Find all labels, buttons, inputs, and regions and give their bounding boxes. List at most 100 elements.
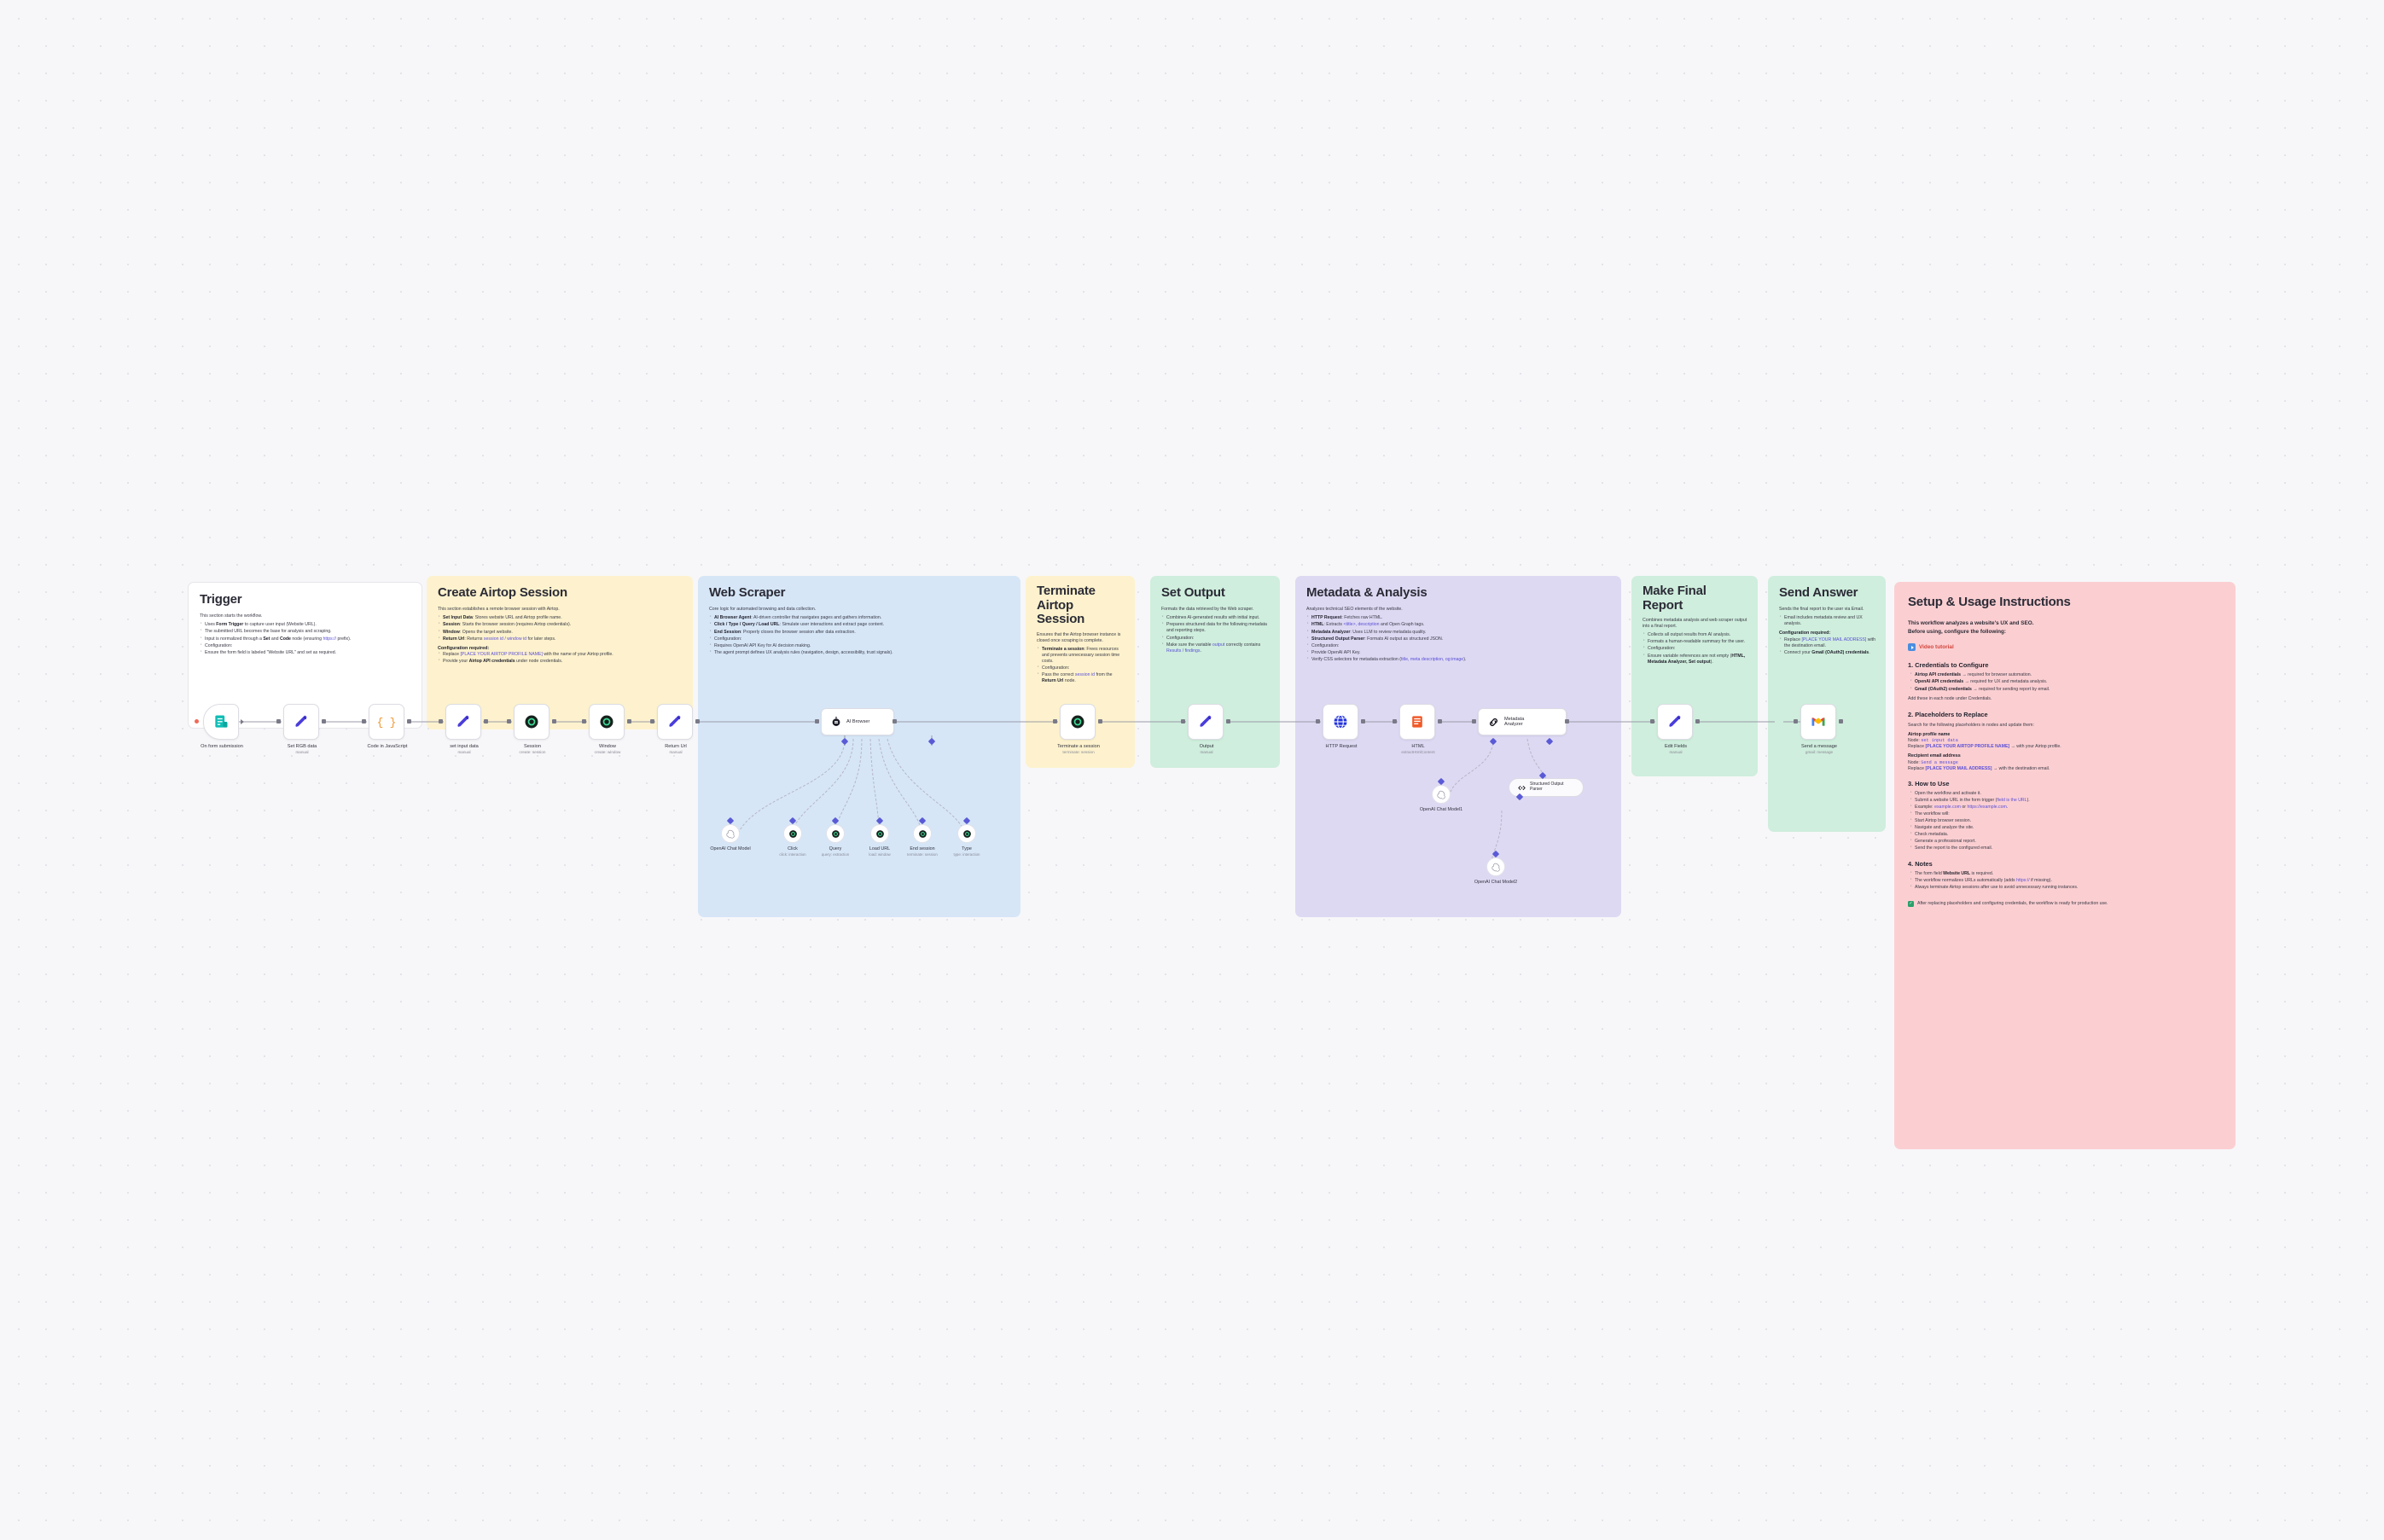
node-html[interactable]	[1399, 704, 1435, 740]
note-list: Combines AI-generated results with initi…	[1161, 614, 1270, 654]
label-text: Query	[829, 846, 842, 851]
node-set-rgb-data[interactable]	[283, 704, 319, 740]
node-label-edit-fields: Edit Fields manual	[1629, 744, 1723, 755]
subnode-openai-chat-model-1[interactable]	[1432, 785, 1451, 804]
label-text: OpenAI Chat Model1	[1419, 807, 1463, 812]
node-port-input[interactable]	[1393, 719, 1397, 724]
node-port-output[interactable]	[1361, 719, 1365, 724]
node-port-input[interactable]	[439, 719, 443, 724]
sticky-note-setup-instructions[interactable]: Setup & Usage Instructions This workflow…	[1894, 582, 2236, 1149]
note-item: Configuration:	[709, 636, 1010, 642]
node-port-output[interactable]	[1565, 719, 1569, 724]
openai-icon	[1436, 790, 1445, 799]
subnode-click[interactable]	[783, 824, 802, 843]
analyzer-label: Metadata Analyzer	[1504, 717, 1525, 727]
node-send-a-message[interactable]	[1800, 704, 1836, 740]
sublabel-openai-chat-model: OpenAI Chat Model	[701, 846, 760, 852]
sticky-note-terminate-session[interactable]: Terminate Airtop Session Ensures that th…	[1026, 576, 1135, 768]
node-set-input-data[interactable]	[445, 704, 481, 740]
setup-item: Example: example.com or https://example.…	[1910, 804, 2222, 811]
node-port-output[interactable]	[1438, 719, 1442, 724]
node-port-input[interactable]	[507, 719, 511, 724]
node-ai-browser-agent[interactable]: AI Browser	[821, 708, 894, 735]
note-config-list: Replace [PLACE YOUR AIRTOP PROFILE NAME]…	[438, 651, 683, 665]
subnode-query[interactable]	[826, 824, 845, 843]
agent-label: AI Browser	[846, 719, 870, 724]
note-intro: Core logic for automated browsing and da…	[709, 607, 817, 613]
node-edit-fields[interactable]	[1657, 704, 1693, 740]
node-label-set-rgb-data: Set RGB data manual	[255, 744, 349, 755]
node-terminate-a-session[interactable]	[1060, 704, 1096, 740]
video-tutorial-link[interactable]: Video tutorial	[1908, 643, 2222, 652]
sticky-note-web-scraper[interactable]: Web Scraper Core logic for automated bro…	[698, 576, 1020, 917]
node-port-output[interactable]	[484, 719, 488, 724]
airtop-icon	[788, 829, 797, 838]
node-port-output[interactable]	[1695, 719, 1700, 724]
subnode-openai-chat-model-2[interactable]	[1486, 857, 1505, 876]
node-port-input[interactable]	[1181, 719, 1185, 724]
node-port-output[interactable]	[241, 719, 244, 724]
node-port-output[interactable]	[1098, 719, 1102, 724]
sublabel-end-session: End session terminate: session	[893, 846, 952, 857]
node-port-input[interactable]	[1794, 719, 1798, 724]
setup-section-heading: 1. Credentials to Configure	[1908, 661, 1989, 670]
chain-icon	[1490, 718, 1497, 726]
node-port-output[interactable]	[407, 719, 411, 724]
agent-icon	[832, 716, 840, 726]
node-port-output[interactable]	[627, 719, 631, 724]
subnode-load-url[interactable]	[870, 824, 889, 843]
sticky-note-make-final-report[interactable]: Make Final Report Combines metadata anal…	[1631, 576, 1758, 776]
node-metadata-analyzer[interactable]: Metadata Analyzer	[1478, 708, 1567, 735]
node-port-input[interactable]	[1316, 719, 1320, 724]
node-return-url[interactable]	[657, 704, 693, 740]
note-item: Combines AI-generated results with initi…	[1161, 614, 1270, 621]
node-port-input[interactable]	[650, 719, 654, 724]
node-port-input[interactable]	[362, 719, 366, 724]
openai-icon	[725, 829, 735, 839]
node-window[interactable]	[589, 704, 625, 740]
note-list: Uses Form Trigger to capture user input …	[200, 621, 411, 656]
node-output[interactable]	[1188, 704, 1224, 740]
setup-final-note: ✓ After replacing placeholders and confi…	[1908, 901, 2222, 908]
node-port-output[interactable]	[322, 719, 326, 724]
setup-section-heading: 2. Placeholders to Replace	[1908, 710, 1988, 718]
node-port-output[interactable]	[893, 719, 897, 724]
node-port-output[interactable]	[1226, 719, 1230, 724]
edit-icon	[1200, 715, 1212, 727]
node-port-input[interactable]	[815, 719, 819, 724]
node-on-form-submission[interactable]	[203, 704, 239, 740]
note-intro: This section establishes a remote browse…	[438, 607, 560, 613]
subnode-openai-chat-model[interactable]	[721, 824, 740, 843]
setup-item: Generate a professional report.	[1910, 838, 2222, 846]
label-text: End session	[910, 846, 935, 851]
node-port-input[interactable]	[582, 719, 586, 724]
edit-icon	[669, 715, 681, 727]
setup-lead: This workflow analyzes a website's UX an…	[1908, 619, 2222, 636]
note-item: End Session: Properly closes the browser…	[709, 629, 1010, 636]
node-port-input[interactable]	[1650, 719, 1654, 724]
node-port-output[interactable]	[552, 719, 556, 724]
node-port-output[interactable]	[1839, 719, 1843, 724]
label-text: Window	[599, 744, 616, 749]
label-text: Set RGB data	[287, 744, 317, 749]
note-title: Set Output	[1161, 585, 1225, 600]
placeholder-action: Replace [PLACE YOUR MAIL ADDRESS] → with…	[1908, 765, 2050, 771]
node-http-request[interactable]	[1323, 704, 1358, 740]
node-code-in-javascript[interactable]: { }	[369, 704, 404, 740]
subnode-end-session[interactable]	[913, 824, 932, 843]
airtop-icon	[600, 715, 613, 729]
note-title: Create Airtop Session	[438, 585, 567, 600]
node-port-input[interactable]	[1053, 719, 1057, 724]
node-port-input[interactable]	[276, 719, 281, 724]
label-text: Send a message	[1801, 744, 1837, 749]
note-item: Uses Form Trigger to capture user input …	[200, 621, 411, 628]
gmail-icon	[1811, 718, 1825, 726]
parser-icon	[1518, 785, 1526, 790]
node-port-input[interactable]	[1472, 719, 1476, 724]
subnode-type[interactable]	[957, 824, 976, 843]
node-label-set-input-data: set input data manual	[417, 744, 511, 755]
node-port-output[interactable]	[695, 719, 700, 724]
label-text: Edit Fields	[1664, 744, 1688, 749]
node-session[interactable]	[514, 704, 549, 740]
